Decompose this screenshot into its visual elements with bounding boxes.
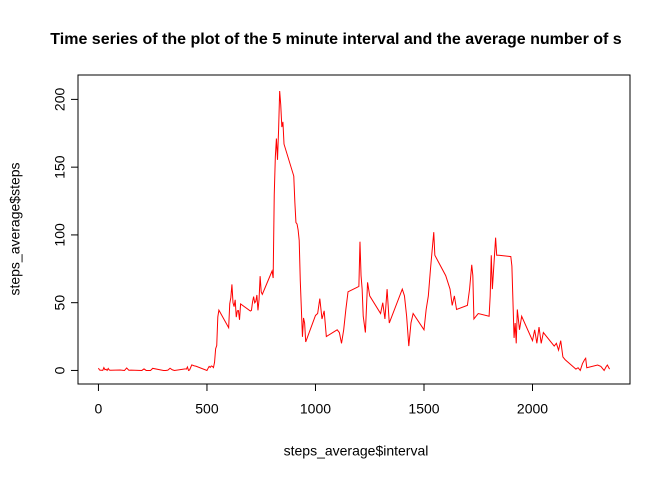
x-tick-label: 500 bbox=[195, 401, 219, 417]
x-tick-label: 1000 bbox=[300, 401, 331, 417]
x-axis-label: steps_average$interval bbox=[284, 443, 429, 459]
chart-title: Time series of the plot of the 5 minute … bbox=[50, 31, 621, 48]
x-tick-label: 1500 bbox=[408, 401, 439, 417]
data-line bbox=[98, 90, 611, 372]
y-tick-label: 100 bbox=[52, 223, 68, 247]
y-tick-label: 150 bbox=[52, 155, 68, 179]
y-tick-label: 50 bbox=[52, 295, 68, 311]
x-tick-label: 2000 bbox=[517, 401, 548, 417]
x-tick-label: 0 bbox=[95, 401, 103, 417]
y-axis-label: steps_average$steps bbox=[7, 162, 23, 295]
y-tick-label: 0 bbox=[52, 366, 68, 374]
y-tick-label: 200 bbox=[52, 88, 68, 112]
